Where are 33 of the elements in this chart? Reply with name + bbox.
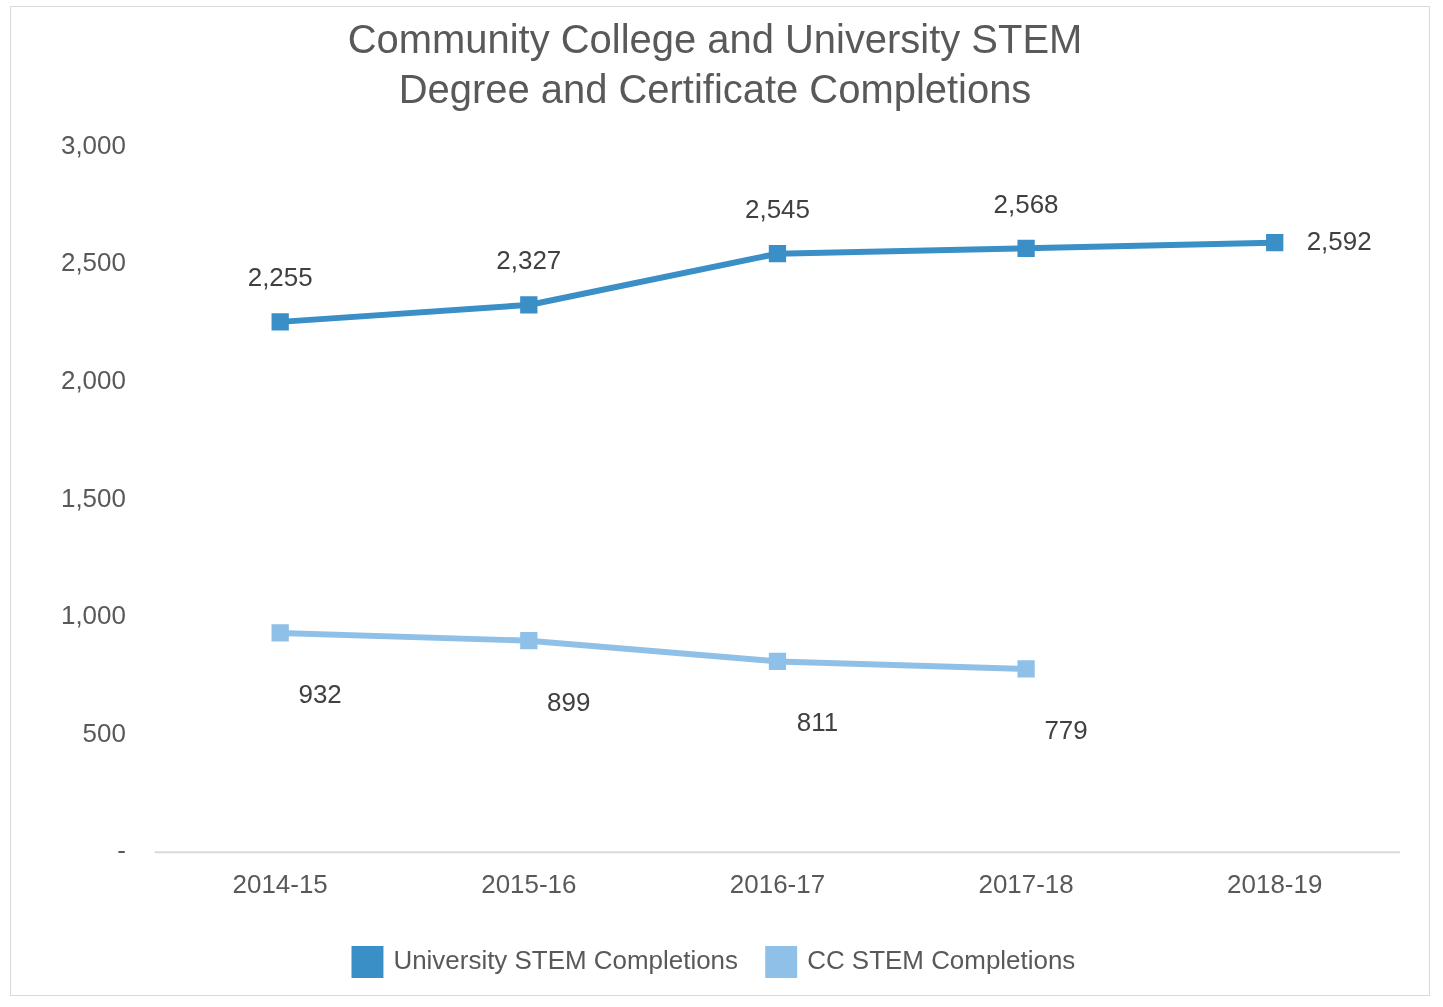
x-tick-label: 2016-17 bbox=[729, 869, 826, 898]
legend-label: University STEM Completions bbox=[393, 946, 739, 975]
y-tick-label: 2,500 bbox=[60, 248, 126, 277]
data-label: 779 bbox=[1044, 715, 1088, 744]
data-label: 899 bbox=[547, 687, 591, 716]
data-label: 2,568 bbox=[993, 189, 1059, 218]
y-tick-label: 1,500 bbox=[60, 483, 126, 512]
y-tick-label: 500 bbox=[82, 718, 126, 747]
legend-label: CC STEM Completions bbox=[807, 946, 1076, 975]
point bbox=[520, 296, 538, 314]
point bbox=[768, 652, 787, 671]
data-label: 811 bbox=[796, 708, 839, 737]
data-label: 2,255 bbox=[247, 263, 313, 292]
y-tick-label: 2,000 bbox=[60, 366, 126, 394]
x-tick-label: 2014-15 bbox=[232, 869, 328, 898]
point bbox=[768, 245, 787, 263]
x-tick-label: 2018-19 bbox=[1227, 869, 1323, 898]
data-label: 2,327 bbox=[496, 246, 562, 275]
y-tick-label: 3,000 bbox=[60, 130, 126, 159]
y-tick-label: 1,000 bbox=[60, 601, 126, 630]
data-label: 932 bbox=[298, 679, 342, 708]
x-tick-label: 2017-18 bbox=[978, 869, 1074, 898]
point bbox=[271, 624, 289, 642]
point bbox=[1017, 239, 1035, 257]
chart-title: Community College and University STEM Degree and Certificate Completions bbox=[347, 16, 1083, 111]
data-label: 2,592 bbox=[1306, 226, 1372, 255]
point bbox=[1266, 234, 1284, 252]
data-label: 2,545 bbox=[744, 194, 810, 223]
point bbox=[271, 313, 289, 331]
y-tick-label: - bbox=[117, 836, 126, 865]
x-tick-label: 2015-16 bbox=[481, 869, 577, 898]
point bbox=[1017, 660, 1035, 678]
point bbox=[520, 632, 538, 650]
